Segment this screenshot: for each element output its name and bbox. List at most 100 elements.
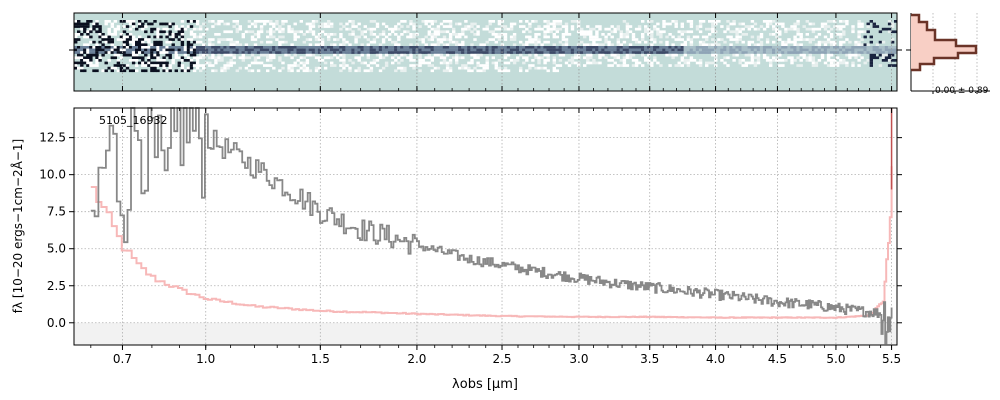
spectrum-2d-pixel xyxy=(144,43,148,47)
spectrum-2d-pixel xyxy=(159,61,163,65)
spectrum-2d-pixel xyxy=(384,53,389,57)
spectrum-2d-pixel xyxy=(543,51,547,54)
spectrum-2d-pixel xyxy=(671,51,675,54)
spectrum-2d-pixel xyxy=(802,53,806,57)
spectrum-2d-pixel xyxy=(95,22,99,26)
spectrum-2d-pixel xyxy=(765,22,770,26)
spectrum-2d-pixel xyxy=(644,56,648,60)
spectrum-2d-pixel xyxy=(781,43,785,47)
spectrum-2d-pixel xyxy=(738,61,742,65)
spectrum-2d-pixel xyxy=(223,66,227,70)
spectrum-2d-pixel xyxy=(497,59,502,62)
spectrum-2d-pixel xyxy=(381,33,386,36)
spectrum-2d-pixel xyxy=(192,64,197,67)
spectrum-2d-pixel xyxy=(674,46,678,49)
spectrum-2d-pixel xyxy=(119,69,124,73)
spectrum-2d-pixel xyxy=(406,48,410,52)
spectrum-2d-pixel xyxy=(263,46,267,49)
spectrum-2d-pixel xyxy=(339,46,343,49)
spectrum-2d-pixel xyxy=(165,27,169,31)
spectrum-2d-pixel xyxy=(189,46,194,49)
spectrum-2d-pixel xyxy=(351,46,355,49)
spectrum-2d-pixel xyxy=(372,38,377,41)
spectrum-2d-pixel xyxy=(509,46,514,49)
spectrum-2d-pixel xyxy=(202,33,206,36)
spectrum-2d-pixel xyxy=(427,48,431,52)
spectrum-2d-pixel xyxy=(863,51,867,54)
spectrum-2d-pixel xyxy=(74,64,78,67)
spectrum-2d-pixel xyxy=(680,48,684,52)
spectrum-2d-pixel xyxy=(424,56,428,60)
spectrum-2d-pixel xyxy=(512,33,517,36)
spectrum-2d-pixel xyxy=(458,22,462,26)
spectrum-2d-pixel xyxy=(351,33,355,36)
spectrum-2d-pixel xyxy=(141,38,145,41)
spectrum-2d-pixel xyxy=(86,48,90,52)
spectrum-2d-pixel xyxy=(738,38,742,41)
spectrum-2d-pixel xyxy=(357,22,361,26)
spectrum-2d-pixel xyxy=(561,33,566,36)
spectrum-2d-pixel xyxy=(796,27,800,31)
spectrum-2d-pixel xyxy=(269,27,273,31)
spectrum-2d-pixel xyxy=(266,56,270,60)
error-line xyxy=(90,166,893,319)
spectrum-2d-pixel xyxy=(750,56,755,60)
spectrum-2d-pixel xyxy=(637,51,642,54)
spectrum-2d-pixel xyxy=(573,61,578,65)
spectrum-2d-pixel xyxy=(351,25,355,28)
spectrum-2d-pixel xyxy=(802,56,806,60)
spectrum-2d-pixel xyxy=(458,56,462,60)
spectrum-2d-pixel xyxy=(701,43,706,47)
spectrum-2d-pixel xyxy=(494,64,498,67)
spectrum-2d-pixel xyxy=(256,56,261,60)
spectrum-2d-pixel xyxy=(558,46,563,49)
spectrum-2d-pixel xyxy=(540,51,544,54)
spectrum-2d-pixel xyxy=(409,51,413,54)
spectrum-2d-pixel xyxy=(686,61,691,65)
spectrum-2d-pixel xyxy=(269,48,273,52)
spectrum-2d-pixel xyxy=(753,27,758,31)
spectrum-2d-pixel xyxy=(540,27,544,31)
spectrum-2d-pixel xyxy=(378,43,383,47)
spectrum-2d-pixel xyxy=(826,46,831,49)
spectrum-2d-pixel xyxy=(241,59,245,62)
spectrum-2d-pixel xyxy=(232,46,236,49)
spectrum-2d-pixel xyxy=(641,51,645,54)
spectrum-2d-pixel xyxy=(705,61,709,65)
spectrum-2d-pixel xyxy=(503,48,508,52)
spectrum-2d-pixel xyxy=(281,20,285,23)
spectrum-2d-pixel xyxy=(586,48,590,52)
spectrum-2d-pixel xyxy=(445,69,450,73)
spectrum-2d-pixel xyxy=(549,48,553,52)
spectrum-2d-pixel xyxy=(829,20,834,23)
spectrum-2d-pixel xyxy=(580,27,584,31)
spectrum-2d-pixel xyxy=(698,22,703,26)
spectrum-2d-pixel xyxy=(869,51,873,54)
plot-area xyxy=(74,108,897,345)
spectrum-2d-pixel xyxy=(174,35,178,39)
spectrum-2d-pixel xyxy=(644,48,648,52)
spectrum-2d-pixel xyxy=(220,48,224,52)
spectrum-2d-pixel xyxy=(192,46,197,49)
spectrum-2d-pixel xyxy=(186,48,191,52)
spectrum-2d-pixel xyxy=(211,20,215,23)
spectrum-2d-pixel xyxy=(799,38,803,41)
spectrum-2d-pixel xyxy=(131,56,136,60)
spectrum-2d-pixel xyxy=(150,69,154,73)
spectrum-2d-pixel xyxy=(890,40,895,44)
spectrum-2d-pixel xyxy=(238,48,242,52)
spectrum-2d-pixel xyxy=(339,59,343,62)
spectrum-2d-pixel xyxy=(241,56,245,60)
spectrum-2d-pixel xyxy=(128,46,133,49)
spectrum-2d-pixel xyxy=(278,40,282,44)
spectrum-2d-pixel xyxy=(476,64,480,67)
spectrum-2d-pixel xyxy=(253,20,258,23)
spectrum-2d-pixel xyxy=(412,64,416,67)
spectrum-2d-pixel xyxy=(400,51,404,54)
spectrum-2d-pixel xyxy=(223,22,227,26)
spectrum-2d-pixel xyxy=(711,20,715,23)
spectrum-2d-pixel xyxy=(135,46,139,49)
spectrum-2d-pixel xyxy=(135,59,139,62)
spectrum-2d-pixel xyxy=(89,64,93,67)
spectrum-2d-pixel xyxy=(677,46,681,49)
